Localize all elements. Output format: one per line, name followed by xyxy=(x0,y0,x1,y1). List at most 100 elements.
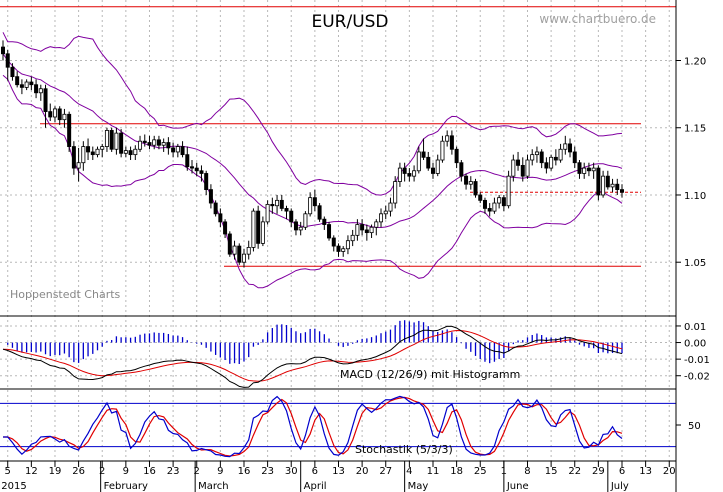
month-label: July xyxy=(610,481,629,492)
candle-body xyxy=(62,113,67,121)
candle-body xyxy=(336,245,341,252)
x-tick-label: 18 xyxy=(450,466,463,477)
candle-body xyxy=(218,213,223,223)
source-label: Hoppenstedt Charts xyxy=(10,288,121,301)
candle-body xyxy=(345,240,350,250)
candle-body xyxy=(223,221,228,235)
macd-line xyxy=(2,325,623,388)
month-label: May xyxy=(408,481,429,492)
candle-body xyxy=(312,197,317,207)
candle-body xyxy=(38,88,43,94)
candle-body xyxy=(152,139,157,146)
candle-body xyxy=(104,130,109,147)
x-tick-label: 5 xyxy=(5,466,11,477)
candle-body xyxy=(308,197,313,215)
candle-body xyxy=(430,167,435,174)
candle-body xyxy=(147,142,152,146)
candle-body xyxy=(591,167,596,172)
month-label: March xyxy=(198,481,228,492)
macd-panel xyxy=(2,320,623,388)
candle-body xyxy=(57,108,62,121)
candle-body xyxy=(100,146,105,150)
candle-body xyxy=(81,146,86,164)
stochastic-label: Stochastik (5/3/3) xyxy=(355,443,453,456)
candle-body xyxy=(572,151,577,164)
candle-body xyxy=(412,170,417,177)
month-label: June xyxy=(506,481,529,492)
candle-body xyxy=(190,166,195,169)
candle-body xyxy=(501,197,506,207)
candle-body xyxy=(241,253,246,263)
candle-body xyxy=(43,88,48,113)
candle-body xyxy=(15,76,20,86)
candle-body xyxy=(407,173,412,177)
x-tick-label: 16 xyxy=(238,466,251,477)
candle-body xyxy=(563,143,568,150)
candle-body xyxy=(534,151,539,156)
candle-body xyxy=(279,199,284,209)
candle-body xyxy=(355,224,360,236)
candle-body xyxy=(596,167,601,196)
candle-body xyxy=(397,167,402,182)
candle-body xyxy=(194,167,199,172)
candle-body xyxy=(577,162,582,174)
candle-body xyxy=(544,162,549,169)
x-tick-label: 27 xyxy=(379,466,392,477)
candle-body xyxy=(10,66,15,78)
candle-body xyxy=(232,245,237,255)
candle-body xyxy=(166,142,171,149)
y-tick-label: -0.02 xyxy=(684,372,710,383)
stochastic-panel xyxy=(0,395,676,458)
y-tick-label: 1.10 xyxy=(684,191,706,202)
x-tick-label: 11 xyxy=(427,466,440,477)
candle-body xyxy=(478,194,483,201)
candle-body xyxy=(138,140,143,150)
candle-body xyxy=(251,210,256,248)
candle-body xyxy=(270,203,275,207)
candle-body xyxy=(473,181,478,196)
candle-body xyxy=(360,224,365,231)
candle-body xyxy=(204,173,209,191)
candle-body xyxy=(506,175,511,207)
candle-body xyxy=(539,151,544,164)
candle-body xyxy=(180,146,185,156)
moving-average-line xyxy=(2,53,623,229)
candle-body xyxy=(364,229,369,234)
candle-body xyxy=(52,108,57,118)
candle-body xyxy=(379,213,384,223)
y-tick-label: 1.20 xyxy=(684,57,706,68)
candle-body xyxy=(402,167,407,174)
candle-body xyxy=(275,199,280,207)
x-tick-label: 12 xyxy=(25,466,38,477)
chart-title: EUR/USD xyxy=(311,12,388,32)
x-tick-label: 2 xyxy=(194,466,200,477)
x-tick-label: 22 xyxy=(568,466,581,477)
candle-body xyxy=(237,245,242,263)
x-tick-label: 26 xyxy=(72,466,85,477)
price-panel xyxy=(0,6,676,289)
candle-body xyxy=(289,210,294,223)
candle-body xyxy=(208,189,213,204)
candle-body xyxy=(90,151,95,156)
stochastic-k-line xyxy=(3,395,623,458)
candle-body xyxy=(445,135,450,142)
candle-body xyxy=(114,132,119,150)
x-tick-label: 23 xyxy=(261,466,274,477)
candle-body xyxy=(549,156,554,169)
candle-body xyxy=(293,221,298,231)
candle-body xyxy=(29,81,34,86)
candle-body xyxy=(67,113,72,147)
candle-body xyxy=(133,148,138,156)
candle-body xyxy=(76,162,81,169)
month-label: April xyxy=(304,481,327,492)
candle-body xyxy=(175,146,180,153)
y-tick-label: 0.00 xyxy=(684,339,706,350)
candle-body xyxy=(350,234,355,242)
candle-body xyxy=(199,170,204,174)
candle-body xyxy=(123,150,128,154)
candle-body xyxy=(426,156,431,169)
candle-body xyxy=(265,203,270,223)
x-tick-label: 16 xyxy=(143,466,156,477)
